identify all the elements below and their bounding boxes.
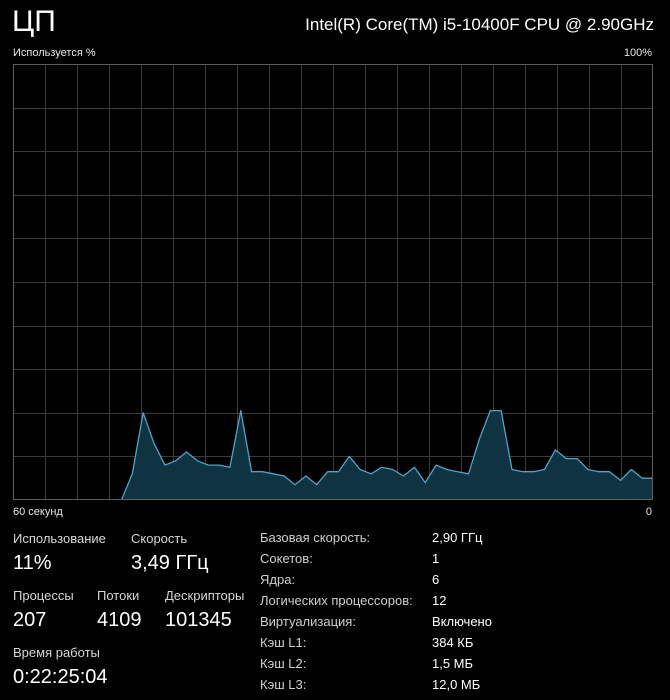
usage-label: Использование [13,531,106,546]
usage-value: 11% [13,552,52,574]
uptime-value: 0:22:25:04 [13,666,108,688]
graph-border [13,64,653,500]
threads-value: 4109 [97,609,142,631]
cpu-usage-chart-svg [13,64,653,500]
handles-label: Дескрипторы [165,588,245,603]
processes-value: 207 [13,609,47,631]
detail-row-l2-cache: Кэш L2: 1,5 МБ [260,656,660,677]
detail-row-logical-processors: Логических процессоров: 12 [260,593,660,614]
detail-row-l3-cache: Кэш L3: 12,0 МБ [260,677,660,698]
detail-value: 384 КБ [432,635,474,650]
uptime-label: Время работы [13,645,100,660]
detail-value: 12 [432,593,447,608]
cpu-usage-graph [13,64,653,500]
detail-value: 6 [432,572,440,587]
detail-row-sockets: Сокетов: 1 [260,551,660,572]
handles-value: 101345 [165,609,232,631]
detail-key: Логических процессоров: [260,593,413,608]
detail-key: Кэш L2: [260,656,307,671]
detail-value: 1,5 МБ [432,656,474,671]
graph-grid [13,64,653,500]
graph-y-axis-label: Используется % [13,47,96,59]
detail-key: Кэш L3: [260,677,307,692]
detail-row-virtualization: Виртуализация: Включено [260,614,660,635]
graph-x-axis-label: 60 секунд [13,506,63,518]
cpu-usage-line [120,409,653,500]
detail-value: 12,0 МБ [432,677,481,692]
detail-key: Кэш L1: [260,635,307,650]
threads-label: Потоки [97,588,140,603]
detail-value: 2,90 ГГц [432,530,483,545]
detail-row-cores: Ядра: 6 [260,572,660,593]
detail-key: Ядра: [260,572,296,587]
detail-row-base-speed: Базовая скорость: 2,90 ГГц [260,530,660,551]
cpu-model-name: Intel(R) Core(TM) i5-10400F CPU @ 2.90GH… [305,15,654,34]
detail-key: Сокетов: [260,551,313,566]
speed-label: Скорость [131,531,188,546]
cpu-usage-area [121,410,653,500]
processes-label: Процессы [13,588,74,603]
graph-y-max-label: 100% [623,47,652,59]
detail-key: Базовая скорость: [260,530,371,545]
detail-key: Виртуализация: [260,614,356,629]
detail-value: 1 [432,551,440,566]
page-title: ЦП [12,5,56,38]
detail-value: Включено [432,614,492,629]
detail-row-l1-cache: Кэш L1: 384 КБ [260,635,660,656]
graph-x-min-label: 0 [645,506,652,518]
speed-value: 3,49 ГГц [131,552,209,574]
